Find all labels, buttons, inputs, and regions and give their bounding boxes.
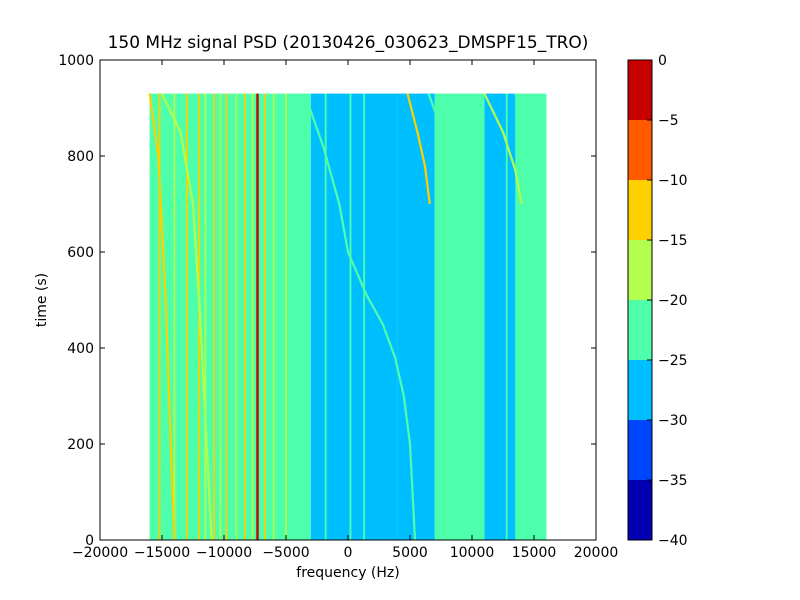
plot-area (99, 59, 597, 541)
heatmap-region-2 (397, 93, 435, 540)
heatmap-region-1 (310, 93, 398, 540)
heatmap-layer (148, 93, 547, 541)
signal-line-17 (324, 93, 327, 540)
x-axis: −20000 −15000 −10000 −5000 0 5000 10000 15000 20… (72, 60, 618, 561)
signal-line-21 (505, 93, 508, 540)
colorbar-tick-label: −30 (658, 413, 688, 429)
colorbar-tick-label: −15 (658, 233, 688, 249)
signal-line-13 (272, 93, 275, 540)
heatmap-region-3 (434, 93, 485, 540)
colorbar-tick-label: −10 (658, 173, 688, 189)
signal-line-4 (204, 93, 207, 540)
colorbar-tick-label: −20 (658, 293, 688, 309)
x-tick-label: −10000 (196, 545, 252, 561)
heatmap-region-5 (515, 93, 547, 540)
drifting-track-4 (427, 93, 451, 176)
signal-line-19 (363, 93, 366, 540)
heatmap-region-0 (149, 93, 311, 540)
y-tick-label: 400 (67, 341, 94, 357)
drifting-track-2 (303, 93, 417, 541)
x-tick-label: −20000 (72, 545, 128, 561)
x-tick-label: 20000 (574, 545, 619, 561)
drifting-track-5 (483, 93, 523, 205)
signal-line-16 (306, 93, 308, 540)
signal-line-7 (225, 93, 228, 540)
heatmap-region-4 (484, 93, 516, 540)
signal-line-20 (477, 93, 480, 540)
signal-line-6 (219, 93, 222, 540)
colorbar-segment-5 (628, 180, 652, 240)
y-tick-label: 600 (67, 245, 94, 261)
x-tick-label: −15000 (134, 545, 190, 561)
colorbar-segment-6 (628, 120, 652, 180)
colorbar-tick-label: −25 (658, 353, 688, 369)
signal-line-2 (185, 93, 188, 540)
x-tick-label: −5000 (262, 545, 309, 561)
signal-line-12 (264, 93, 266, 540)
signal-line-18 (349, 93, 352, 540)
colorbar-tick-label: −40 (658, 533, 688, 549)
x-tick-label: 10000 (450, 545, 495, 561)
y-axis-label: time (s) (34, 273, 50, 327)
chart-title: 150 MHz signal PSD (20130426_030623_DMSP… (108, 33, 589, 53)
x-axis-label: frequency (Hz) (296, 565, 399, 581)
signal-line-14 (285, 93, 287, 540)
colorbar-tick-label: −35 (658, 473, 688, 489)
drifting-track-3 (406, 93, 431, 205)
x-tick-label: 0 (344, 545, 353, 561)
drifting-track-0 (148, 93, 176, 541)
colorbar-segment-1 (628, 420, 652, 480)
y-tick-label: 800 (67, 149, 94, 165)
signal-line-8 (235, 93, 238, 540)
colorbar-tick-label: 0 (658, 53, 667, 69)
colorbar-segment-2 (628, 360, 652, 420)
drifting-track-1 (161, 93, 213, 541)
y-tick-label: 0 (85, 533, 94, 549)
signal-line-1 (173, 93, 176, 540)
drifting-track-6 (514, 93, 543, 205)
colorbar-segment-7 (628, 60, 652, 120)
colorbar-segment-3 (628, 300, 652, 360)
x-tick-label: 15000 (512, 545, 557, 561)
signal-line-5 (213, 93, 215, 540)
colorbar-tick-label: −5 (658, 113, 679, 129)
signal-line-9 (244, 93, 246, 540)
signal-line-15 (295, 93, 297, 540)
y-tick-label: 1000 (58, 53, 94, 69)
signal-line-0 (158, 93, 161, 540)
y-axis: 0 200 400 600 800 1000 (58, 53, 596, 549)
colorbar-segment-0 (628, 480, 652, 540)
x-tick-label: 5000 (392, 545, 428, 561)
y-tick-label: 200 (67, 437, 94, 453)
signal-line-11 (256, 93, 259, 540)
signal-line-10 (251, 93, 254, 540)
colorbar: −40 −35 −30 −25 −20 −15 −10 −5 0 (627, 53, 688, 549)
colorbar-segment-4 (628, 240, 652, 300)
